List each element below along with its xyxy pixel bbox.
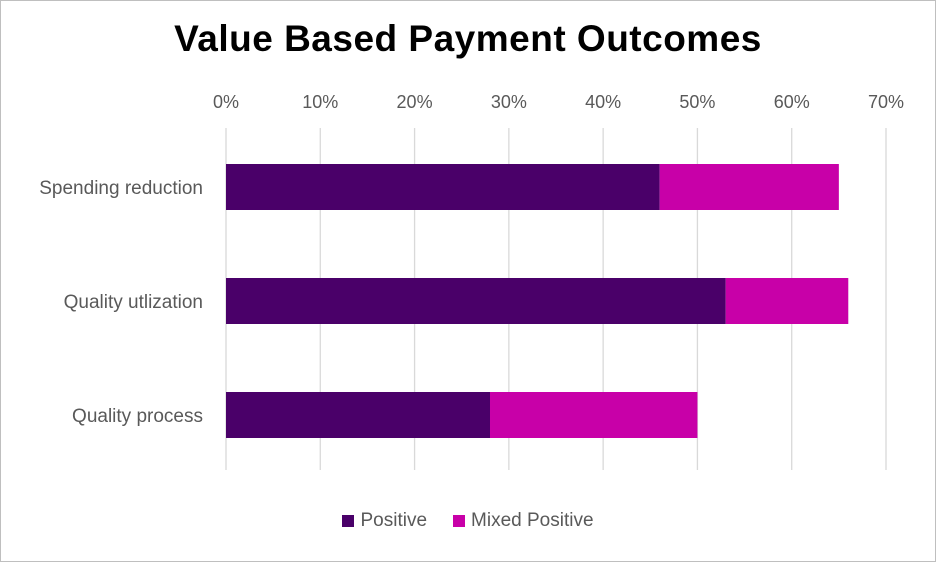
category-label: Quality utlization bbox=[64, 292, 203, 313]
legend-label-positive: Positive bbox=[360, 510, 428, 531]
legend-swatch-mixed-positive bbox=[453, 515, 466, 527]
category-label: Spending reduction bbox=[39, 178, 203, 199]
category-labels: Spending reduction Quality utlization Qual… bbox=[39, 178, 203, 427]
legend-label-mixed-positive: Mixed Positive bbox=[471, 510, 594, 531]
legend-item-positive: Positive bbox=[342, 510, 427, 532]
x-tick-label: 30% bbox=[491, 92, 527, 112]
x-tick-label: 40% bbox=[585, 92, 621, 112]
bar-mixed-positive bbox=[490, 392, 698, 438]
x-tick-label: 0% bbox=[213, 92, 239, 112]
x-tick-label: 70% bbox=[868, 92, 904, 112]
x-tick-label: 50% bbox=[679, 92, 715, 112]
x-tick-label: 10% bbox=[302, 92, 338, 112]
bar-positive bbox=[226, 392, 490, 438]
chart-title: Value Based Payment Outcomes bbox=[174, 18, 762, 59]
x-tick-label: 60% bbox=[774, 92, 810, 112]
legend-item-mixed-positive: Mixed Positive bbox=[453, 510, 594, 532]
bar-mixed-positive bbox=[725, 278, 849, 324]
bar-positive bbox=[226, 164, 660, 210]
category-label: Quality process bbox=[72, 406, 203, 427]
bar-mixed-positive bbox=[659, 164, 839, 210]
x-tick-label: 20% bbox=[397, 92, 433, 112]
legend: Positive Mixed Positive bbox=[0, 510, 936, 532]
legend-swatch-positive bbox=[342, 515, 355, 527]
bars bbox=[226, 164, 849, 438]
bar-positive bbox=[226, 278, 726, 324]
x-axis-ticks: 0% 10% 20% 30% 40% 50% 60% 70% bbox=[213, 92, 904, 112]
